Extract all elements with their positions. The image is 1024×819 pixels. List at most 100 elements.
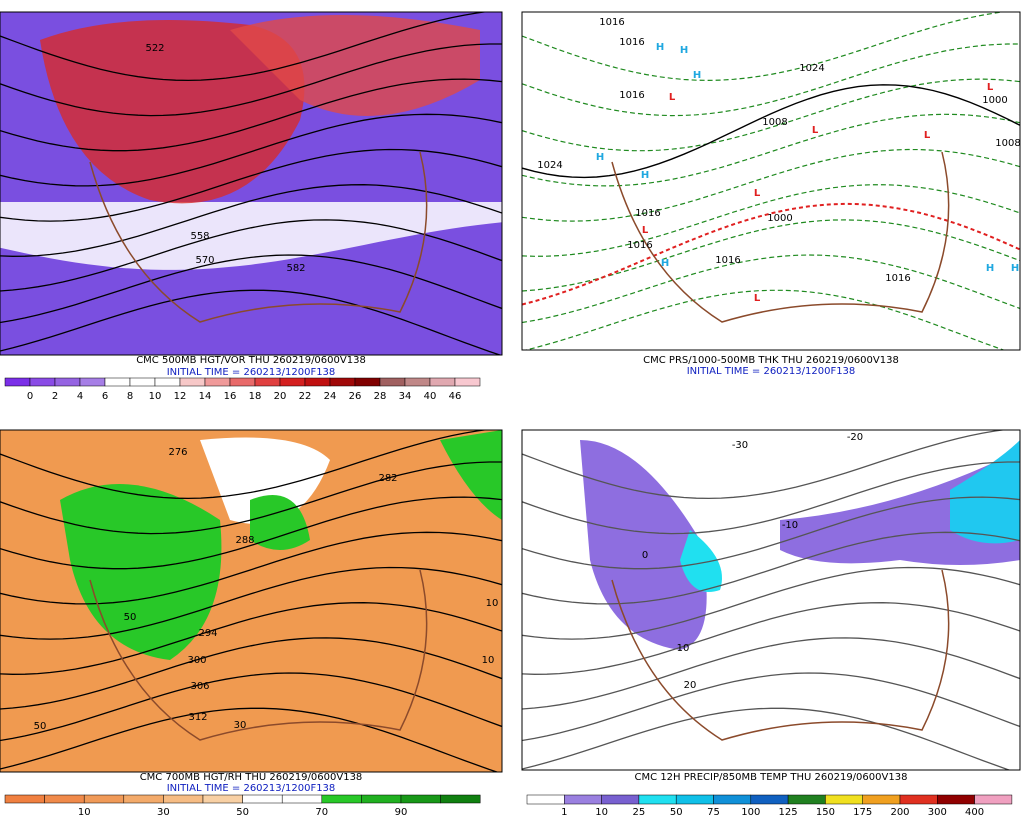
colorbar-segment: [440, 794, 481, 804]
contour: [0, 637, 502, 710]
contour-label: 288: [235, 535, 254, 546]
isobar: [522, 84, 1020, 179]
map-border: [0, 429, 503, 773]
contour: [522, 531, 1020, 605]
contour-label: 1000: [982, 95, 1007, 106]
colorbar-segment: [202, 794, 243, 804]
contour-label: -20: [847, 432, 863, 443]
colorbar-segment: [974, 794, 1013, 805]
contour-label: 1008: [995, 138, 1020, 149]
contour: [0, 219, 502, 292]
pressure-center: L: [987, 82, 994, 93]
colorbar-label: 22: [299, 391, 312, 402]
precip: [680, 530, 722, 592]
colorbar-segment: [899, 794, 938, 805]
contour-label: 1008: [762, 117, 787, 128]
pressure-center: L: [754, 293, 761, 304]
colorbar-label: 0: [27, 391, 33, 402]
contour: [0, 602, 502, 675]
contour-label: 20: [684, 680, 697, 691]
coastline: [611, 569, 950, 741]
contour: [522, 148, 1020, 222]
contour-label: -30: [732, 440, 748, 451]
colorbar-segment: [379, 377, 406, 387]
colorbar-segment: [279, 377, 306, 387]
vorticity-max: [230, 15, 480, 116]
rh-moist: [250, 495, 310, 550]
colorbar-label: 2: [52, 391, 58, 402]
colorbar-label: 8: [127, 391, 133, 402]
contour-label: 10: [486, 598, 499, 609]
contour: [0, 43, 502, 117]
coastline: [611, 151, 950, 323]
colorbar-segment: [4, 377, 31, 387]
map-panel: 522 558 570 582 CMC 500MB HGT/VOR THU 260219…: [0, 11, 503, 402]
initial-time: INITIAL TIME = 260213/1200F138: [167, 367, 336, 378]
colorbar-segment: [937, 794, 975, 805]
colorbar-segment: [229, 377, 256, 387]
colorbar-segment: [179, 377, 206, 387]
colorbar-label: 1: [561, 807, 567, 818]
contour: [0, 12, 489, 82]
colorbar-segment: [54, 377, 81, 387]
contour: [522, 566, 1020, 640]
contour: [522, 43, 1020, 117]
map-panel: -20 -10 0 10 20 -30 CMC 12H PRECIP/850MB TEMP …: [521, 429, 1021, 818]
colorbar-label: 26: [349, 391, 362, 402]
colorbar-label: 30: [157, 807, 170, 818]
contour-label: 1016: [599, 17, 624, 28]
colorbar-segment: [400, 794, 441, 804]
pressure-center: H: [656, 42, 664, 53]
coastline: [89, 151, 428, 323]
colorbar-segment: [825, 794, 863, 805]
colorbar-segment: [638, 794, 677, 805]
colorbar-segment: [242, 794, 283, 804]
pressure-center: L: [924, 130, 931, 141]
colorbar-segment: [29, 377, 56, 387]
colorbar-segment: [429, 377, 456, 387]
contour: [522, 637, 1020, 710]
colorbar-label: 16: [224, 391, 237, 402]
colorbar-segment: [281, 794, 323, 804]
contour-label: 1016: [715, 255, 740, 266]
colorbar-label: 4: [77, 391, 83, 402]
colorbar-label: 175: [853, 807, 872, 818]
contour-label: 1000: [767, 213, 792, 224]
contour-label: 276: [168, 447, 187, 458]
contour-label: 294: [198, 628, 217, 639]
colorbar-label: 10: [595, 807, 608, 818]
contour: [0, 78, 502, 152]
colorbar-segment: [675, 794, 714, 805]
caption: CMC 500MB HGT/VOR THU 260219/0600V138: [136, 355, 366, 366]
colorbar-label: 150: [816, 807, 835, 818]
contour: [522, 78, 1020, 152]
contour: [0, 496, 502, 570]
contour-label: 1016: [627, 240, 652, 251]
contour-label: 522: [145, 43, 164, 54]
colorbar-segment: [4, 794, 45, 804]
colorbar-label: 25: [633, 807, 646, 818]
contour-label: 50: [124, 612, 137, 623]
colorbar-label: 125: [779, 807, 798, 818]
contour: [0, 254, 502, 324]
pressure-center: H: [1011, 263, 1019, 274]
colorbar-segment: [204, 377, 231, 387]
colorbar-segment: [526, 794, 565, 805]
colorbar-segment: [104, 377, 131, 387]
colorbar-segment: [83, 794, 125, 804]
initial-time: INITIAL TIME = 260213/1200F138: [687, 366, 856, 377]
contour-label: 558: [190, 231, 209, 242]
contour-label: 50: [34, 721, 47, 732]
pressure-center: H: [596, 152, 604, 163]
colorbar-label: 12: [174, 391, 187, 402]
contour: [0, 707, 499, 772]
colorbar-segment: [787, 794, 826, 805]
colorbar-segment: [361, 794, 402, 804]
contour-label: 10: [677, 643, 690, 654]
thickness-line: [522, 202, 1020, 306]
colorbar-segment: [404, 377, 431, 387]
colorbar-segment: [750, 794, 789, 805]
contour: [0, 672, 502, 742]
contour: [0, 148, 502, 222]
